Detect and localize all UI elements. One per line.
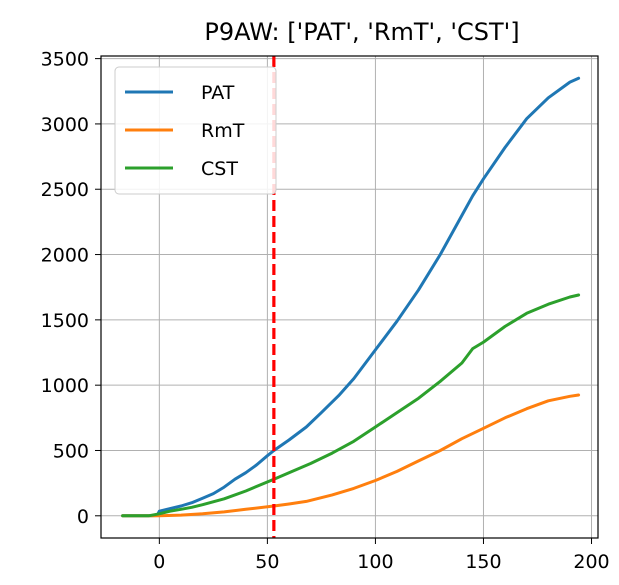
y-tick-label: 500: [53, 440, 89, 462]
x-tick-label: 0: [153, 551, 165, 573]
x-tick-label: 50: [255, 551, 279, 573]
series-line-pat: [121, 76, 581, 518]
plot-frame: [100, 55, 599, 539]
y-tick-label: 3000: [41, 114, 89, 136]
series-line-cst: [121, 293, 581, 518]
series-line-rmt: [121, 393, 581, 518]
legend-label-pat: PAT: [201, 82, 235, 104]
x-axis: 0 50 100 150 200: [153, 538, 610, 573]
y-tick-label: 2000: [41, 245, 89, 267]
y-tick-label: 1000: [41, 375, 89, 397]
x-tick-label: 100: [357, 551, 393, 573]
y-tick-label: 0: [77, 506, 89, 528]
y-axis: 0 500 1000 1500 2000 2500 3000 3500: [41, 49, 101, 528]
y-tick-label: 2500: [41, 179, 89, 201]
legend: PAT RmT CST: [114, 66, 277, 195]
legend-label-cst: CST: [201, 158, 238, 180]
series-lines: [121, 76, 581, 518]
y-tick-label: 1500: [41, 310, 89, 332]
legend-box: [114, 66, 277, 195]
y-tick-label: 3500: [41, 49, 89, 71]
legend-label-rmt: RmT: [201, 120, 245, 142]
x-tick-label: 200: [573, 551, 609, 573]
chart-title: P9AW: ['PAT', 'RmT', 'CST']: [204, 18, 519, 46]
x-tick-label: 150: [465, 551, 501, 573]
